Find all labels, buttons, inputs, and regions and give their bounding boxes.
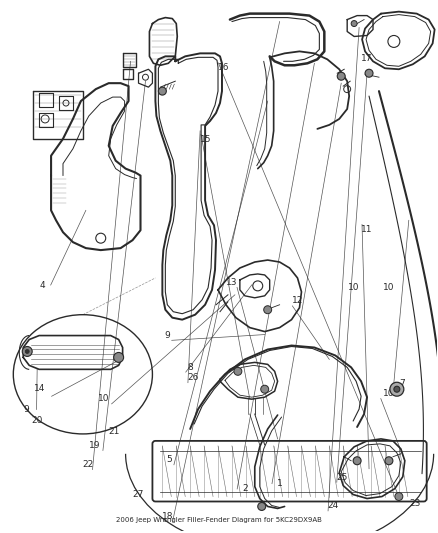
Text: 22: 22	[82, 460, 93, 469]
Circle shape	[351, 21, 357, 27]
Text: 23: 23	[409, 499, 420, 508]
Text: 8: 8	[188, 362, 194, 372]
Circle shape	[261, 385, 268, 393]
Text: 10: 10	[383, 389, 395, 398]
Text: 25: 25	[336, 473, 347, 482]
Circle shape	[258, 503, 266, 511]
Circle shape	[394, 386, 400, 392]
Text: 5: 5	[166, 455, 172, 464]
Text: 10: 10	[348, 283, 360, 292]
Circle shape	[395, 492, 403, 500]
Text: 10: 10	[383, 283, 395, 292]
Text: 26: 26	[187, 373, 198, 382]
Text: 16: 16	[218, 63, 229, 72]
Text: 15: 15	[200, 135, 212, 144]
Circle shape	[337, 72, 345, 80]
Text: 11: 11	[361, 225, 373, 234]
Circle shape	[114, 352, 124, 362]
Circle shape	[264, 306, 272, 314]
Text: 27: 27	[132, 490, 143, 499]
Text: 12: 12	[292, 296, 303, 305]
Text: 2: 2	[242, 484, 248, 494]
Text: 18: 18	[162, 512, 173, 521]
Text: 1: 1	[277, 479, 283, 488]
Text: 13: 13	[226, 278, 238, 287]
Text: 2006 Jeep Wrangler Filler-Fender Diagram for 5KC29DX9AB: 2006 Jeep Wrangler Filler-Fender Diagram…	[116, 518, 322, 523]
Circle shape	[159, 87, 166, 95]
Text: 20: 20	[32, 416, 43, 425]
Circle shape	[353, 457, 361, 465]
Text: 19: 19	[89, 441, 101, 450]
Circle shape	[385, 457, 393, 465]
Circle shape	[365, 69, 373, 77]
Circle shape	[25, 350, 29, 353]
Circle shape	[22, 346, 32, 357]
Text: 14: 14	[34, 384, 46, 393]
Text: 21: 21	[108, 427, 120, 436]
Text: 17: 17	[361, 54, 373, 63]
Text: 24: 24	[327, 502, 339, 511]
Circle shape	[234, 367, 242, 375]
Text: 4: 4	[40, 280, 46, 289]
Text: 10: 10	[98, 394, 110, 403]
Text: 9: 9	[164, 331, 170, 340]
Circle shape	[390, 382, 404, 396]
Text: 9: 9	[24, 405, 29, 414]
Text: 7: 7	[399, 378, 405, 387]
